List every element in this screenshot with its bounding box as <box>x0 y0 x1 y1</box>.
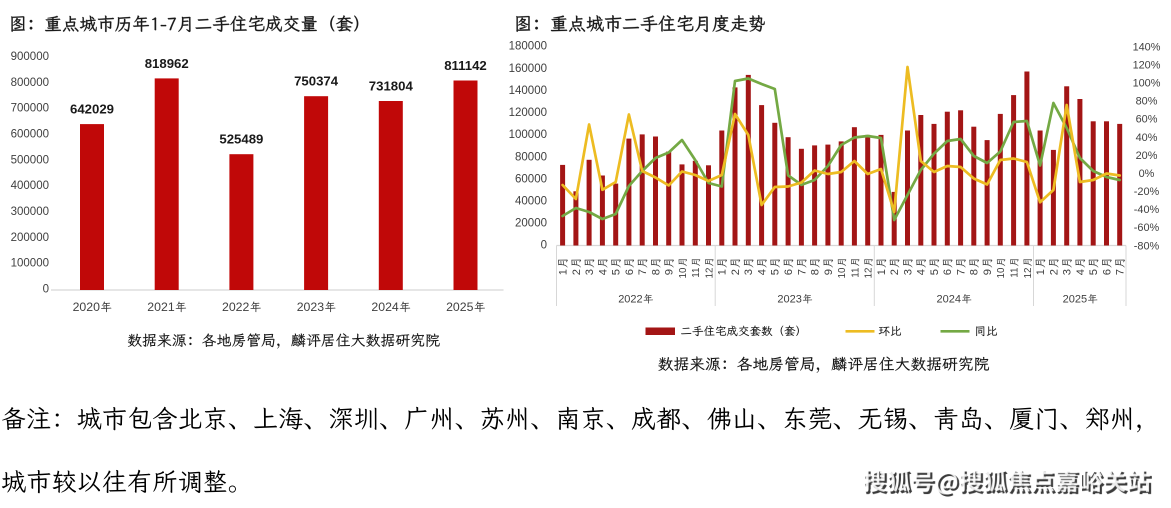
svg-text:-60%: -60% <box>1134 222 1160 234</box>
svg-text:2021: 2021 <box>147 300 175 314</box>
svg-text:5: 5 <box>1088 269 1100 275</box>
svg-text:11: 11 <box>850 268 861 278</box>
svg-text:2022: 2022 <box>222 300 250 314</box>
svg-text:1: 1 <box>876 269 888 275</box>
svg-text:0: 0 <box>541 240 547 252</box>
svg-text:7: 7 <box>1115 269 1127 275</box>
svg-text:8: 8 <box>969 269 981 275</box>
svg-text:300000: 300000 <box>11 206 49 218</box>
svg-text:11: 11 <box>691 268 702 278</box>
svg-text:800000: 800000 <box>11 77 49 89</box>
svg-text:2: 2 <box>571 269 583 275</box>
svg-text:2023: 2023 <box>777 294 801 306</box>
svg-text:7: 7 <box>796 269 808 275</box>
svg-text:3: 3 <box>1062 269 1074 275</box>
svg-text:642029: 642029 <box>70 102 114 117</box>
svg-text:6: 6 <box>1101 269 1113 275</box>
svg-text:2: 2 <box>730 269 742 275</box>
svg-text:750374: 750374 <box>294 74 339 89</box>
svg-text:160000: 160000 <box>509 63 547 75</box>
svg-text:120000: 120000 <box>509 107 547 119</box>
svg-text:2020: 2020 <box>73 300 101 314</box>
svg-text:10: 10 <box>837 267 848 278</box>
svg-text:4: 4 <box>597 269 609 275</box>
svg-text:2: 2 <box>889 269 901 275</box>
svg-text:9: 9 <box>823 269 835 275</box>
svg-text:6: 6 <box>942 269 954 275</box>
svg-text:40000: 40000 <box>515 196 547 208</box>
svg-text:1: 1 <box>717 269 729 275</box>
svg-text:6: 6 <box>783 269 795 275</box>
svg-text:3: 3 <box>743 269 755 275</box>
svg-text:5: 5 <box>770 269 782 275</box>
svg-text:140%: 140% <box>1133 41 1161 53</box>
svg-text:80%: 80% <box>1136 96 1158 108</box>
svg-text:10: 10 <box>996 267 1007 278</box>
svg-text:20000: 20000 <box>515 218 547 230</box>
svg-text:400000: 400000 <box>11 180 49 192</box>
svg-text:818962: 818962 <box>145 56 189 71</box>
svg-text:2024: 2024 <box>371 300 399 314</box>
svg-text:0%: 0% <box>1139 168 1155 180</box>
svg-text:4: 4 <box>1075 269 1087 275</box>
svg-text:9: 9 <box>664 269 676 275</box>
svg-text:100000: 100000 <box>509 129 547 141</box>
svg-text:12: 12 <box>704 268 715 279</box>
svg-text:100000: 100000 <box>11 258 49 270</box>
svg-text:-80%: -80% <box>1134 240 1160 252</box>
svg-text:180000: 180000 <box>509 41 547 53</box>
svg-text:20%: 20% <box>1136 150 1158 162</box>
svg-text:4: 4 <box>757 269 769 275</box>
svg-text:900000: 900000 <box>11 51 49 63</box>
svg-text:5: 5 <box>611 269 623 275</box>
svg-text:40%: 40% <box>1136 132 1158 144</box>
svg-text:2: 2 <box>1048 269 1060 275</box>
svg-text:-40%: -40% <box>1134 204 1160 216</box>
svg-text:600000: 600000 <box>11 129 49 141</box>
svg-text:2025: 2025 <box>1063 294 1087 306</box>
svg-text:8: 8 <box>810 269 822 275</box>
svg-text:120%: 120% <box>1133 59 1161 71</box>
svg-text:5: 5 <box>929 269 941 275</box>
svg-text:0: 0 <box>43 284 49 296</box>
svg-text:811142: 811142 <box>444 58 487 73</box>
svg-text:60%: 60% <box>1136 114 1158 126</box>
svg-text:731804: 731804 <box>369 79 414 94</box>
svg-text:10: 10 <box>678 267 689 278</box>
svg-text:12: 12 <box>864 268 875 279</box>
svg-text:1: 1 <box>558 269 570 275</box>
svg-text:500000: 500000 <box>11 154 49 166</box>
svg-text:-20%: -20% <box>1134 186 1160 198</box>
svg-text:3: 3 <box>584 269 596 275</box>
svg-text:3: 3 <box>902 269 914 275</box>
svg-text:525489: 525489 <box>219 132 263 147</box>
svg-text:60000: 60000 <box>515 173 547 185</box>
svg-text:9: 9 <box>982 269 994 275</box>
svg-text:6: 6 <box>624 269 636 275</box>
svg-text:1: 1 <box>1035 269 1047 275</box>
svg-text:8: 8 <box>650 269 662 275</box>
svg-text:2024: 2024 <box>937 294 961 306</box>
svg-text:7: 7 <box>956 269 968 275</box>
svg-text:12: 12 <box>1023 268 1034 279</box>
svg-text:2022: 2022 <box>618 294 642 306</box>
svg-text:80000: 80000 <box>515 151 547 163</box>
svg-text:2023: 2023 <box>297 300 325 314</box>
svg-text:700000: 700000 <box>11 103 49 115</box>
svg-text:200000: 200000 <box>11 232 49 244</box>
svg-text:140000: 140000 <box>509 85 547 97</box>
svg-text:2025: 2025 <box>446 300 474 314</box>
svg-text:100%: 100% <box>1133 78 1161 90</box>
svg-text:11: 11 <box>1010 268 1021 278</box>
svg-text:4: 4 <box>916 269 928 275</box>
svg-text:7: 7 <box>637 269 649 275</box>
